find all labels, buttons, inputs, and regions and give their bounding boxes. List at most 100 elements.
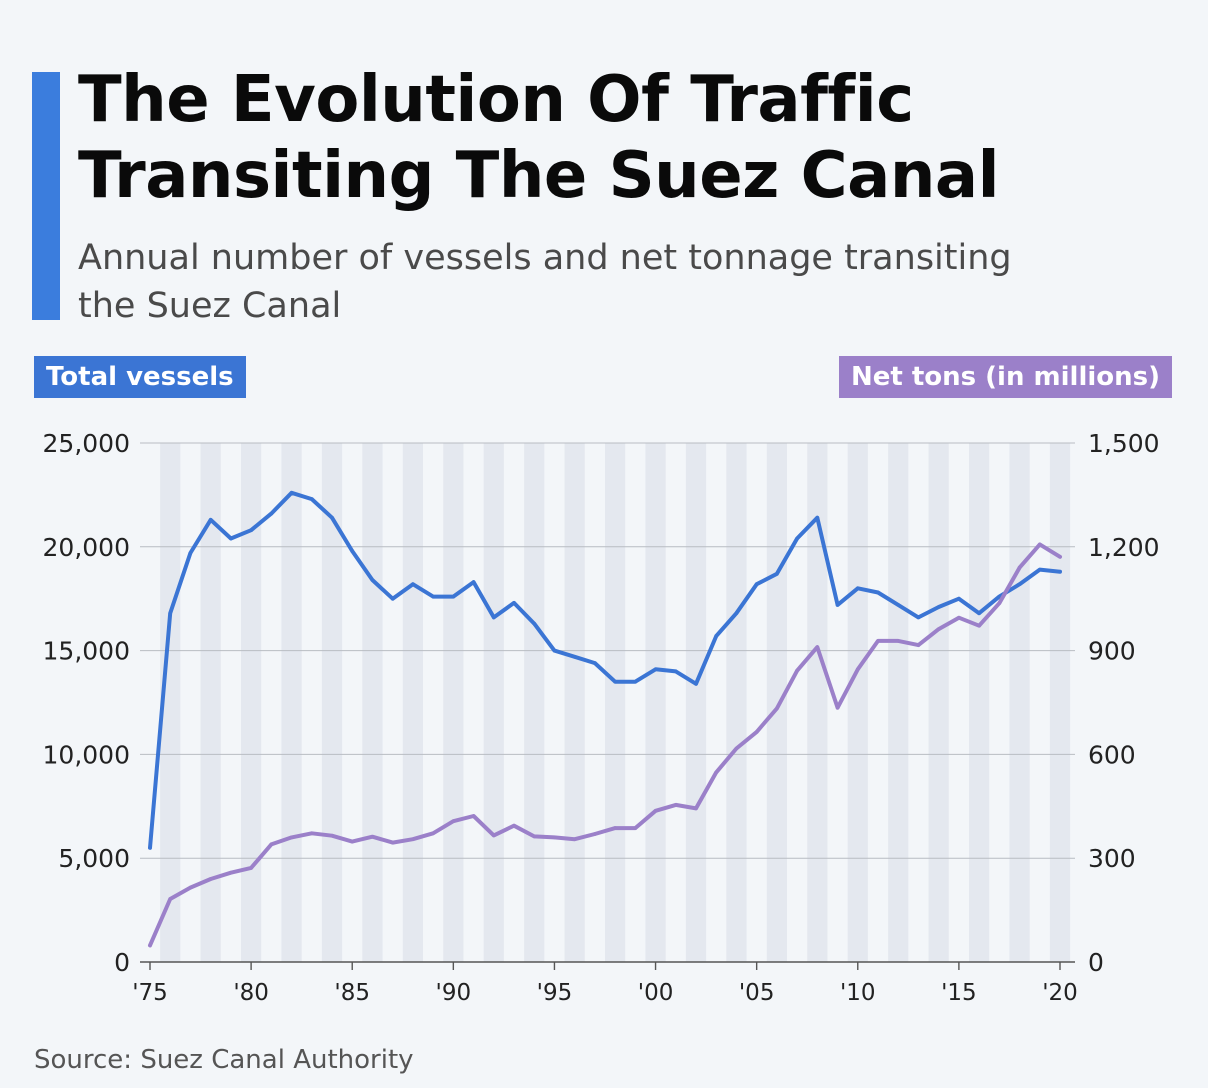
- total-vessels-point: [694, 682, 698, 686]
- total-vessels-point: [411, 582, 415, 586]
- page-subtitle: Annual number of vessels and net tonnage…: [78, 238, 1012, 326]
- year-band: [605, 443, 626, 962]
- year-band: [726, 443, 747, 962]
- right-axis-ticks: 0 300 600 900 1,200 1,500: [1088, 429, 1160, 977]
- total-vessels-point: [188, 551, 193, 555]
- total-vessels-point: [876, 590, 880, 595]
- net-tons-point: [249, 866, 253, 870]
- total-vessels-point: [997, 594, 1002, 599]
- total-vessels-point: [653, 667, 658, 672]
- total-vessels-point: [775, 571, 779, 576]
- net-tons-point: [350, 839, 355, 844]
- total-vessels-point: [208, 518, 213, 522]
- year-band: [969, 443, 990, 962]
- source-note: Source: Suez Canal Authority: [34, 1045, 414, 1075]
- x-tick-label: '90: [436, 980, 472, 1006]
- chart-gridlines: [140, 442, 1075, 963]
- net-tons-point: [633, 826, 638, 830]
- total-vessels-point: [977, 611, 981, 616]
- total-vessels-point: [552, 648, 557, 653]
- page-title: The Evolution Of Traffic Transiting The …: [78, 63, 1000, 213]
- total-vessels-point: [431, 594, 435, 599]
- total-vessels-point: [734, 611, 739, 616]
- chart-lines: [148, 490, 1062, 948]
- total-vessels-point: [633, 679, 638, 684]
- x-tick-label: '10: [840, 980, 876, 1006]
- net-tons-point: [977, 623, 981, 628]
- total-vessels-point: [269, 511, 274, 516]
- total-vessels-point: [855, 586, 860, 591]
- year-band: [928, 443, 949, 962]
- left-tick-label: 15,000: [43, 637, 130, 666]
- net-tons-point: [370, 834, 375, 839]
- net-tons-point: [431, 831, 435, 836]
- left-axis-ticks: 0 5,000 10,000 15,000 20,000 25,000: [43, 429, 130, 977]
- legend-total-vessels: Total vessels: [34, 356, 246, 398]
- year-band: [766, 443, 787, 962]
- x-tick-label: '20: [1042, 980, 1078, 1006]
- net-tons-point: [188, 885, 193, 890]
- total-vessels-point: [754, 582, 759, 586]
- year-band: [483, 443, 504, 962]
- net-tons-point: [673, 803, 678, 807]
- net-tons-point: [694, 806, 698, 811]
- net-tons-point: [390, 840, 395, 845]
- net-tons-point: [471, 814, 476, 818]
- total-vessels-point: [491, 615, 496, 620]
- total-vessels-point: [330, 515, 334, 520]
- net-tons-point: [1037, 542, 1042, 547]
- net-tons-point: [916, 643, 921, 647]
- net-tons-point: [997, 601, 1002, 605]
- net-tons-point: [289, 835, 294, 840]
- net-tons-point: [1017, 565, 1022, 570]
- net-tons-point: [613, 826, 617, 830]
- total-vessels-point: [168, 611, 173, 616]
- right-tick-label: 1,500: [1088, 429, 1160, 458]
- net-tons-point: [532, 834, 537, 839]
- year-band: [443, 443, 464, 962]
- year-band: [200, 443, 221, 962]
- x-tick-label: '75: [132, 980, 168, 1006]
- x-tick-label: '95: [537, 980, 573, 1006]
- year-band: [362, 443, 383, 962]
- net-tons-point: [552, 835, 557, 840]
- total-vessels-point: [370, 578, 375, 582]
- net-tons-point: [775, 706, 779, 711]
- net-tons-point: [168, 897, 173, 901]
- total-vessels-point: [471, 580, 476, 584]
- net-tons-point: [714, 770, 719, 775]
- left-tick-label: 10,000: [43, 740, 130, 769]
- total-vessels-point: [673, 669, 678, 674]
- net-tons-point: [411, 837, 415, 841]
- net-tons-point: [208, 877, 213, 881]
- year-band: [888, 443, 909, 962]
- x-axis-ticks: '75 '80 '85 '90 '95 '00 '05 '10 '15 '20: [132, 962, 1078, 1006]
- year-band: [1009, 443, 1030, 962]
- total-vessels-point: [1058, 569, 1062, 574]
- right-tick-label: 300: [1088, 844, 1136, 873]
- total-vessels-point: [916, 615, 921, 620]
- year-band: [402, 443, 423, 962]
- x-tick-label: '15: [941, 980, 977, 1006]
- year-band: [847, 443, 868, 962]
- net-tons-point: [512, 823, 516, 828]
- total-vessels-point: [593, 661, 597, 665]
- net-tons-point: [957, 615, 961, 620]
- year-band: [524, 443, 545, 962]
- net-tons-point: [876, 639, 880, 643]
- year-band: [281, 443, 302, 962]
- x-tick-label: '80: [233, 980, 269, 1006]
- year-band: [807, 443, 828, 962]
- total-vessels-point: [613, 679, 617, 684]
- x-tick-label: '05: [739, 980, 775, 1006]
- right-tick-label: 0: [1088, 948, 1104, 977]
- net-tons-point: [815, 645, 820, 649]
- total-vessels-point: [350, 549, 355, 553]
- year-band: [685, 443, 707, 962]
- net-tons-point: [936, 627, 941, 631]
- x-tick-label: '85: [334, 980, 370, 1006]
- year-band: [1049, 443, 1071, 962]
- net-tons-point: [653, 808, 658, 813]
- total-vessels-point: [1017, 582, 1022, 586]
- net-tons-point: [330, 833, 334, 838]
